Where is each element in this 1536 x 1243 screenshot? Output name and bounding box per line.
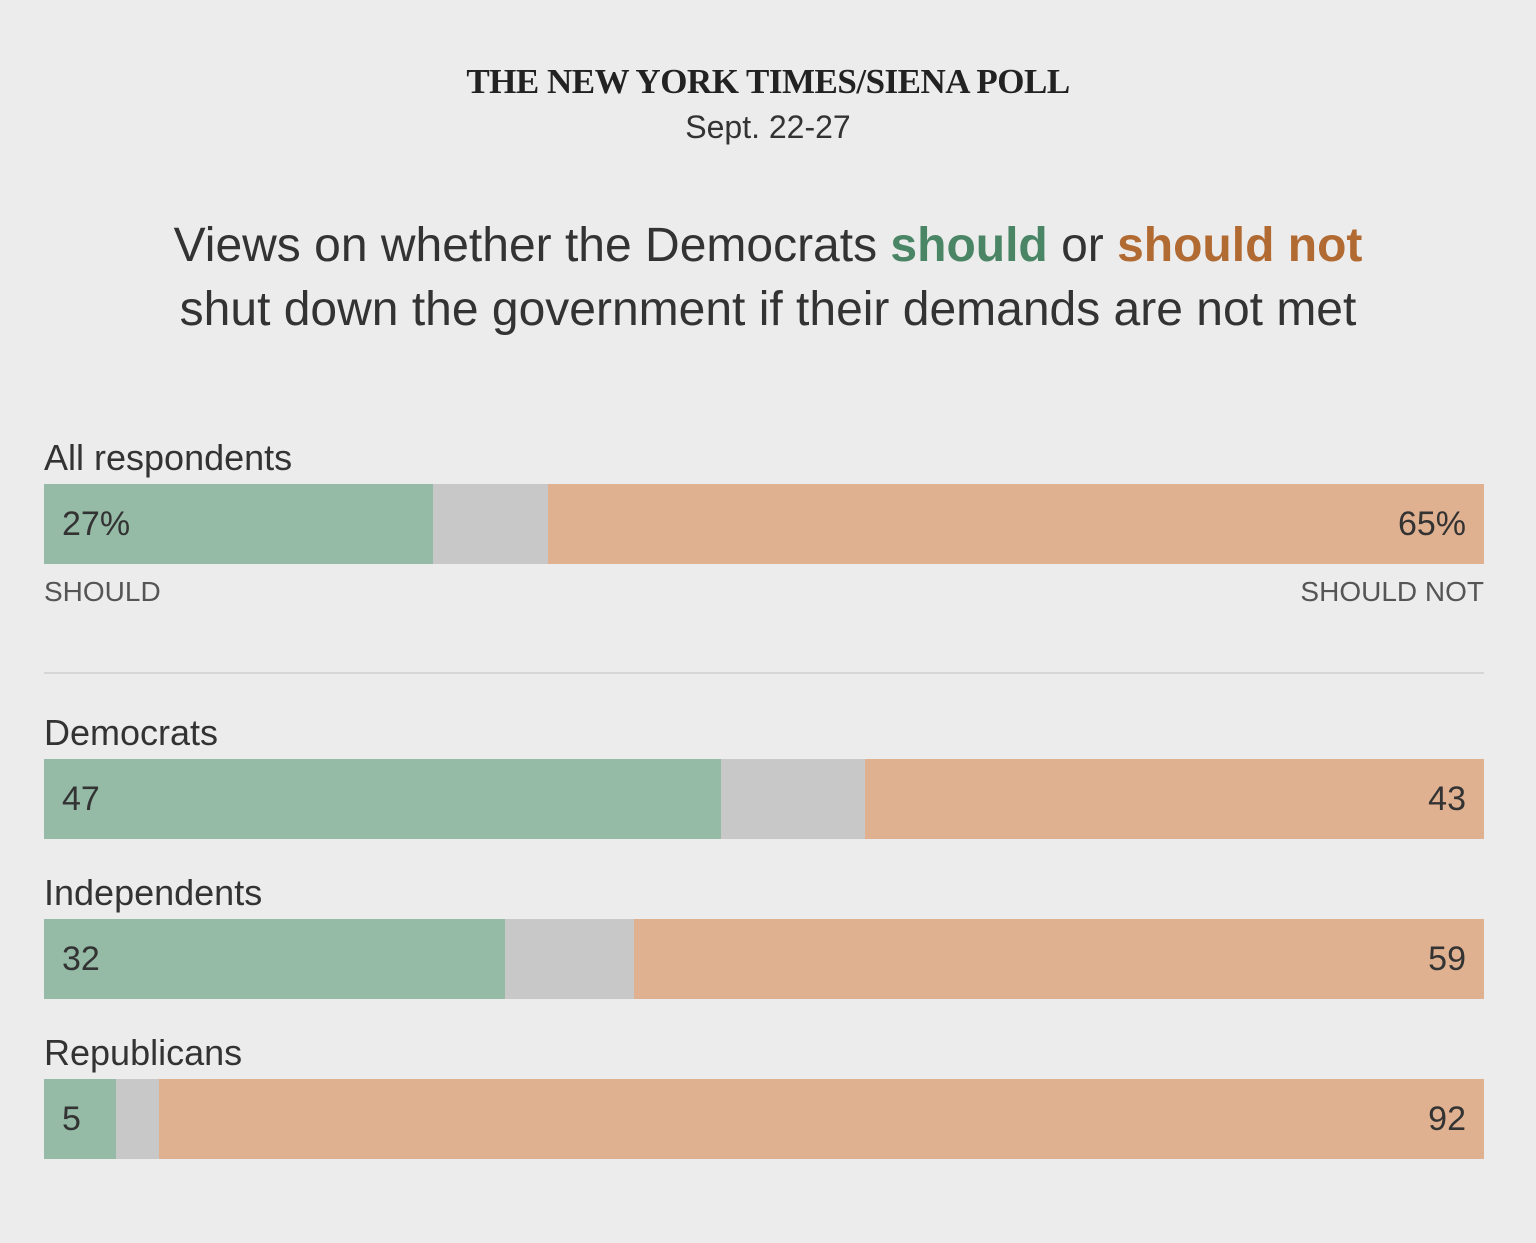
title-should-highlight: should xyxy=(890,219,1048,272)
bar-track: 5 92 xyxy=(44,1079,1484,1159)
chart-title: Views on whether the Democrats should or… xyxy=(0,214,1536,342)
bar-track: 47 43 xyxy=(44,759,1484,839)
category-label: Democrats xyxy=(44,712,219,753)
bar-should-not xyxy=(548,484,1484,564)
value-label-should: 47 xyxy=(62,780,100,818)
title-should-not-highlight: should not xyxy=(1117,219,1363,272)
axis-label-should: SHOULD xyxy=(44,576,161,607)
value-label-should: 32 xyxy=(62,940,100,978)
poll-source: THE NEW YORK TIMES/SIENA POLL xyxy=(466,62,1070,101)
value-label-should-not: 43 xyxy=(1428,780,1466,818)
category-label: Independents xyxy=(44,872,263,913)
value-label-should: 5 xyxy=(62,1100,81,1138)
bar-should xyxy=(44,759,721,839)
bar-should xyxy=(44,1079,116,1159)
category-label: All respondents xyxy=(44,437,293,478)
value-label-should: 27% xyxy=(62,505,131,543)
axis-label-should-not: SHOULD NOT xyxy=(1300,576,1484,607)
bar-should-not xyxy=(864,759,1484,839)
divider xyxy=(44,672,1484,674)
bar-should xyxy=(44,919,505,999)
bar-should-not xyxy=(634,919,1484,999)
value-label-should-not: 65% xyxy=(1397,505,1466,543)
bar-should-not xyxy=(159,1079,1484,1159)
category-label: Republicans xyxy=(44,1032,243,1073)
value-label-should-not: 92 xyxy=(1428,1100,1466,1138)
value-label-should-not: 59 xyxy=(1428,940,1466,978)
poll-dates: Sept. 22-27 xyxy=(685,109,851,145)
bar-should xyxy=(44,484,433,564)
bar-track: 27% 65% xyxy=(44,484,1484,564)
bar-track: 32 59 xyxy=(44,919,1484,999)
title-text-end: shut down the government if their demand… xyxy=(179,283,1357,336)
title-text-or: or xyxy=(1047,219,1118,272)
title-text-start: Views on whether the Democrats xyxy=(173,219,891,272)
